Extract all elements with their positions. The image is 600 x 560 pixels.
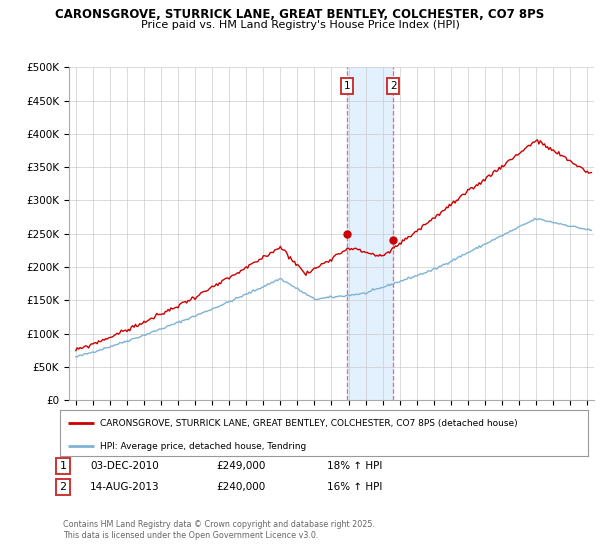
- Text: 18% ↑ HPI: 18% ↑ HPI: [327, 461, 382, 471]
- Text: 2: 2: [59, 482, 67, 492]
- Text: CARONSGROVE, STURRICK LANE, GREAT BENTLEY, COLCHESTER, CO7 8PS: CARONSGROVE, STURRICK LANE, GREAT BENTLE…: [55, 8, 545, 21]
- Bar: [347, 67, 393, 400]
- Text: 1: 1: [59, 461, 67, 471]
- Text: 03-DEC-2010: 03-DEC-2010: [90, 461, 159, 471]
- Text: CARONSGROVE, STURRICK LANE, GREAT BENTLEY, COLCHESTER, CO7 8PS (detached house): CARONSGROVE, STURRICK LANE, GREAT BENTLE…: [100, 419, 517, 428]
- Text: 1: 1: [344, 81, 350, 91]
- Text: 2: 2: [390, 81, 397, 91]
- Text: £240,000: £240,000: [216, 482, 265, 492]
- Text: £249,000: £249,000: [216, 461, 265, 471]
- Text: HPI: Average price, detached house, Tendring: HPI: Average price, detached house, Tend…: [100, 442, 306, 451]
- Text: Contains HM Land Registry data © Crown copyright and database right 2025.
This d: Contains HM Land Registry data © Crown c…: [63, 520, 375, 540]
- Text: Price paid vs. HM Land Registry's House Price Index (HPI): Price paid vs. HM Land Registry's House …: [140, 20, 460, 30]
- Text: 16% ↑ HPI: 16% ↑ HPI: [327, 482, 382, 492]
- Text: 14-AUG-2013: 14-AUG-2013: [90, 482, 160, 492]
